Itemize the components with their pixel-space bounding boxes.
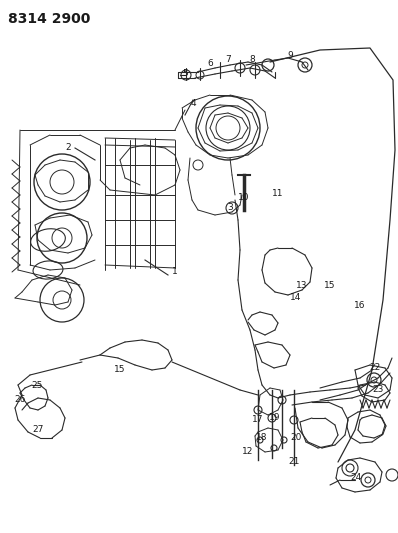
Circle shape — [302, 62, 308, 68]
Text: 15: 15 — [114, 366, 126, 375]
Text: 15: 15 — [324, 280, 336, 289]
Text: 18: 18 — [256, 433, 268, 442]
Text: 19: 19 — [269, 414, 281, 423]
Circle shape — [53, 291, 71, 309]
Text: 11: 11 — [272, 190, 284, 198]
Circle shape — [52, 228, 72, 248]
Text: 10: 10 — [238, 193, 250, 203]
Text: 3: 3 — [227, 203, 233, 212]
Text: 24: 24 — [350, 473, 362, 482]
Text: 5: 5 — [182, 69, 188, 77]
Text: 21: 21 — [288, 457, 300, 466]
Text: 9: 9 — [287, 51, 293, 60]
Text: 17: 17 — [252, 416, 264, 424]
Circle shape — [50, 170, 74, 194]
Text: 23: 23 — [372, 385, 384, 394]
Text: 22: 22 — [369, 364, 380, 373]
Text: 2: 2 — [65, 143, 71, 152]
Text: 8314 2900: 8314 2900 — [8, 12, 90, 26]
Text: 16: 16 — [354, 301, 366, 310]
Text: 1: 1 — [172, 268, 178, 277]
Text: 26: 26 — [14, 395, 26, 405]
Text: 13: 13 — [296, 280, 308, 289]
Text: 7: 7 — [225, 55, 231, 64]
Text: 27: 27 — [32, 425, 44, 434]
Text: 4: 4 — [190, 99, 196, 108]
Circle shape — [371, 377, 377, 383]
Text: 25: 25 — [31, 381, 43, 390]
Text: 20: 20 — [290, 433, 302, 442]
Text: 8: 8 — [249, 54, 255, 63]
Text: 12: 12 — [242, 448, 254, 456]
Text: 14: 14 — [290, 294, 302, 303]
Text: 6: 6 — [207, 59, 213, 68]
Circle shape — [365, 477, 371, 483]
